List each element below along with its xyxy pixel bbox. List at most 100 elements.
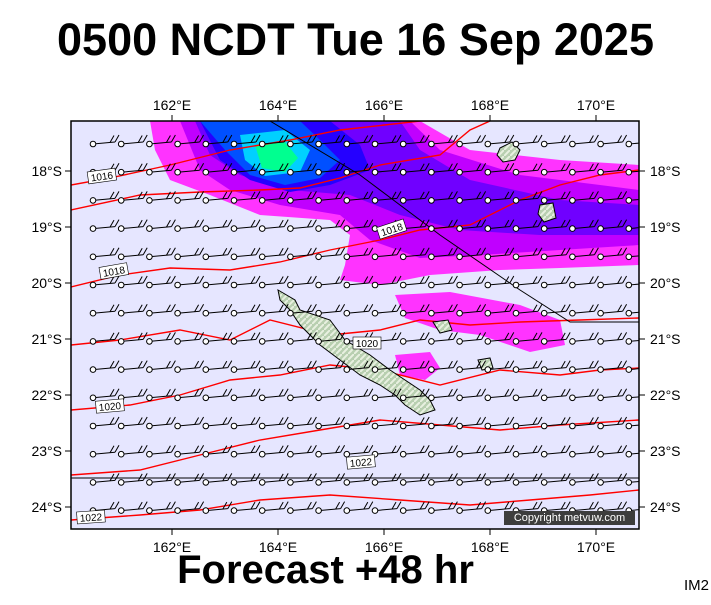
wind-barb-icon [89,416,120,430]
wind-barb-icon [512,473,543,486]
wind-barb-icon [202,360,233,373]
wind-barb-icon [117,444,148,458]
wind-barb-icon [174,332,205,345]
lat-label: 23°S [650,443,681,459]
wind-barb-icon [399,303,430,317]
wind-barb-icon [174,219,205,232]
wind-barb-icon [202,134,233,148]
wind-barb-icon [146,473,176,486]
wind-barb-icon [484,191,515,204]
lon-label: 166°E [365,539,403,555]
wind-barb-icon [315,332,346,345]
wind-barb-icon [569,162,599,176]
wind-barb-icon [89,360,120,373]
wind-barb-icon [258,416,289,430]
wind-barb-icon [597,388,628,402]
wind-barb-icon [456,134,487,148]
wind-barb-icon [456,162,487,176]
wind-barb-icon [287,444,317,458]
wind-barb-icon [287,219,317,232]
wind-barb-icon [512,388,543,402]
rainfall-shading [150,121,639,380]
wind-barb-icon [540,219,571,232]
lon-label: 162°E [153,97,191,113]
wind-barb-icon [315,247,346,261]
lat-labels-left: 18°S 19°S 20°S 21°S 22°S 23°S 24°S [31,163,62,515]
wind-barb-icon [202,219,233,232]
wind-barb-icon [569,388,599,402]
wind-barb-icon [315,134,346,148]
wind-barb-icon [597,360,628,373]
wind-barb-icon [343,360,374,373]
wind-barb-icon [146,332,176,345]
wind-barb-icon [174,360,205,373]
wind-barb-icon [512,134,543,148]
wind-barb-icon [315,162,346,176]
wind-barb-icon [625,253,639,261]
map-frame [70,120,640,530]
wind-barb-icon [625,479,639,486]
wind-barb-icon [569,275,599,289]
wind-barb-icon [202,275,233,289]
wind-barb-icon [512,275,543,289]
isobar-label: 1018 [102,265,126,280]
wind-barb-icon [258,360,289,373]
wind-barb-icon [399,134,430,148]
wind-barb-icon [230,501,261,514]
wind-barb-icon [512,219,543,232]
wind-barb-icon [146,219,176,232]
lat-label: 22°S [650,387,681,403]
wind-barb-icon [625,281,639,289]
wind-barb-icon [625,309,639,317]
wind-barb-icon [117,219,148,232]
lat-labels-right: 18°S 19°S 20°S 21°S 22°S 23°S 24°S [650,163,681,515]
wind-barb-icon [428,303,458,317]
wind-barb-icon [287,332,317,345]
wind-barb-icon [146,275,176,289]
wind-barb-icon [117,473,148,486]
wind-barb-icon [230,162,261,176]
wind-barb-icon [202,162,233,176]
wind-barb-icon [230,275,261,289]
wind-barb-icon [343,501,374,514]
wind-barb-icon [117,360,148,373]
wind-barb-icon [343,388,374,402]
wind-barb-icon [315,303,346,317]
wind-barb-icon [146,444,176,458]
lon-label: 170°E [577,539,615,555]
wind-barb-icon [428,416,458,430]
wind-barb-icon [174,473,205,486]
wind-barb-icon [569,134,599,148]
lon-labels-bottom: 162°E 164°E 166°E 168°E 170°E [153,539,615,555]
wind-barb-icon [484,247,515,261]
wind-barb-icon [146,416,176,430]
wind-barb-icon [89,303,120,317]
wind-barb-icon [512,247,543,261]
wind-barb-icon [625,338,639,345]
wind-barb-icon [512,360,543,373]
wind-barb-icon [117,275,148,289]
wind-barb-icon [428,219,458,232]
wind-barb-icon [315,191,346,204]
wind-barb-icon [540,416,571,430]
wind-barb-icon [428,388,458,402]
wind-barb-icon [315,360,346,373]
wind-barb-icon [540,388,571,402]
wind-barb-icon [117,134,148,148]
wind-barb-icon [597,332,628,345]
wind-barb-icon [117,247,148,261]
wind-barb-icon [230,134,261,148]
wind-barb-icon [540,473,571,486]
wind-barb-icon [230,247,261,261]
wind-barb-icon [371,444,402,458]
wind-barb-icon [315,444,346,458]
wind-barb-icon [371,360,402,373]
lon-label: 164°E [259,97,297,113]
wind-barb-icon [315,501,346,514]
wind-barb-icon [428,473,458,486]
wind-barb-icon [597,134,628,148]
wind-barb-icon [258,162,289,176]
wind-barb-icon [117,332,148,345]
wind-barb-icon [456,501,487,514]
